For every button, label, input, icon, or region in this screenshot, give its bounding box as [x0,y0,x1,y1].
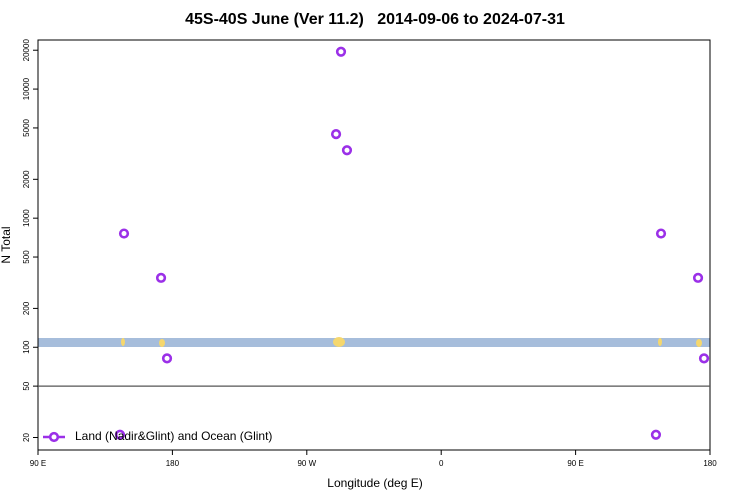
x-tick-label: 90 E [30,459,46,468]
legend-label: Land (Nadir&Glint) and Ocean (Glint) [75,429,272,443]
point [341,145,353,156]
point [335,46,347,57]
point [118,228,130,239]
y-tick-label: 100 [22,340,31,354]
land-patch [121,338,125,346]
point [650,429,662,440]
point [155,272,167,283]
y-tick-label: 1000 [22,209,31,227]
point [114,429,126,440]
map-strip [38,337,710,347]
x-tick-label: 0 [439,459,444,468]
x-tick-label: 180 [166,459,180,468]
y-tick-label: 50 [22,381,31,390]
x-axis-label: Longitude (deg E) [327,476,422,490]
point [692,272,704,283]
y-tick-label: 500 [22,250,31,264]
y-tick-label: 20000 [22,39,31,62]
land-patch [658,338,662,346]
land-patch [159,339,165,347]
ocean-strip [38,338,710,347]
x-tick-label: 90 W [297,459,316,468]
y-tick-label: 10000 [22,77,31,100]
x-tick-label: 180 [703,459,717,468]
y-tick-label: 20 [22,432,31,441]
plot-frame [37,39,711,451]
x-tick-label: 90 E [567,459,583,468]
y-axis-label: N Total [0,226,13,263]
land-patch [696,339,702,347]
point [161,353,173,364]
point [698,353,710,364]
land-patch [333,337,345,347]
y-tick-label: 2000 [22,170,31,188]
point [330,128,342,140]
legend-marker [48,431,60,443]
chart-title: 45S-40S June (Ver 11.2) 2014-09-06 to 20… [185,11,565,28]
point [655,228,667,239]
y-tick-label: 5000 [22,118,31,136]
y-tick-label: 200 [22,301,31,315]
